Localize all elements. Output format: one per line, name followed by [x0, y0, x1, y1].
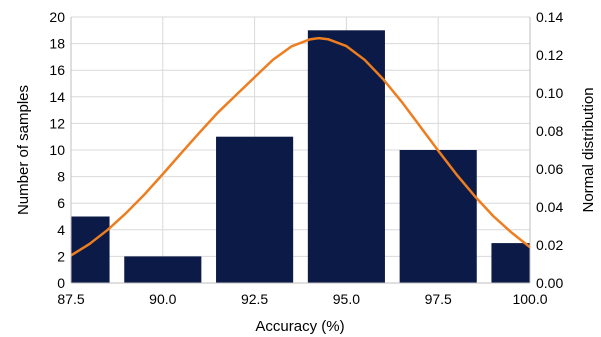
- y-tick-label: 4: [57, 222, 65, 238]
- y2-axis-title: Normal distribution: [580, 87, 597, 212]
- y2-tick-label: 0.04: [536, 199, 563, 215]
- y-axis-title: Number of samples: [15, 85, 32, 215]
- y2-tick-label: 0.02: [536, 237, 563, 253]
- x-tick-label: 100.0: [512, 291, 547, 307]
- y2-tick-label: 0.10: [536, 85, 563, 101]
- x-tick-label: 90.0: [149, 291, 176, 307]
- x-tick-label: 92.5: [241, 291, 268, 307]
- y-tick-label: 16: [49, 62, 65, 78]
- y2-tick-label: 0.00: [536, 275, 563, 291]
- normal-curve-group: [70, 36, 531, 257]
- y2-tick-label: 0.12: [536, 47, 563, 63]
- x-axis-title: Accuracy (%): [255, 318, 344, 335]
- x-axis-ticks: 87.5 90.0 92.5 95.0 97.5 100.0: [57, 291, 547, 307]
- y-tick-label: 10: [49, 142, 65, 158]
- bar-5: [491, 243, 530, 283]
- y-tick-label: 6: [57, 195, 65, 211]
- axes: [70, 17, 531, 284]
- y2-tick-label: 0.06: [536, 161, 563, 177]
- bar-1: [124, 256, 202, 283]
- y-tick-label: 20: [49, 9, 65, 25]
- y-axis-ticks: 0 2 4 6 8 10 12 14 16 18 20: [49, 9, 65, 291]
- y2-tick-label: 0.08: [536, 123, 563, 139]
- y-tick-label: 8: [57, 169, 65, 185]
- x-tick-label: 95.0: [333, 291, 360, 307]
- x-tick-label: 87.5: [57, 291, 84, 307]
- y2-axis-ticks: 0.00 0.02 0.04 0.06 0.08 0.10 0.12 0.14: [536, 9, 563, 291]
- bar-4: [399, 150, 477, 283]
- bar-0: [71, 216, 110, 283]
- y-tick-label: 0: [57, 275, 65, 291]
- bars: [71, 30, 530, 283]
- y-tick-label: 12: [49, 115, 65, 131]
- bar-2: [216, 136, 294, 283]
- y-tick-label: 2: [57, 248, 65, 264]
- x-tick-label: 97.5: [425, 291, 452, 307]
- y-tick-label: 14: [49, 89, 65, 105]
- y2-tick-label: 0.14: [536, 9, 563, 25]
- bar-3: [307, 30, 385, 283]
- y-tick-label: 18: [49, 36, 65, 52]
- normal-curve: [70, 36, 531, 257]
